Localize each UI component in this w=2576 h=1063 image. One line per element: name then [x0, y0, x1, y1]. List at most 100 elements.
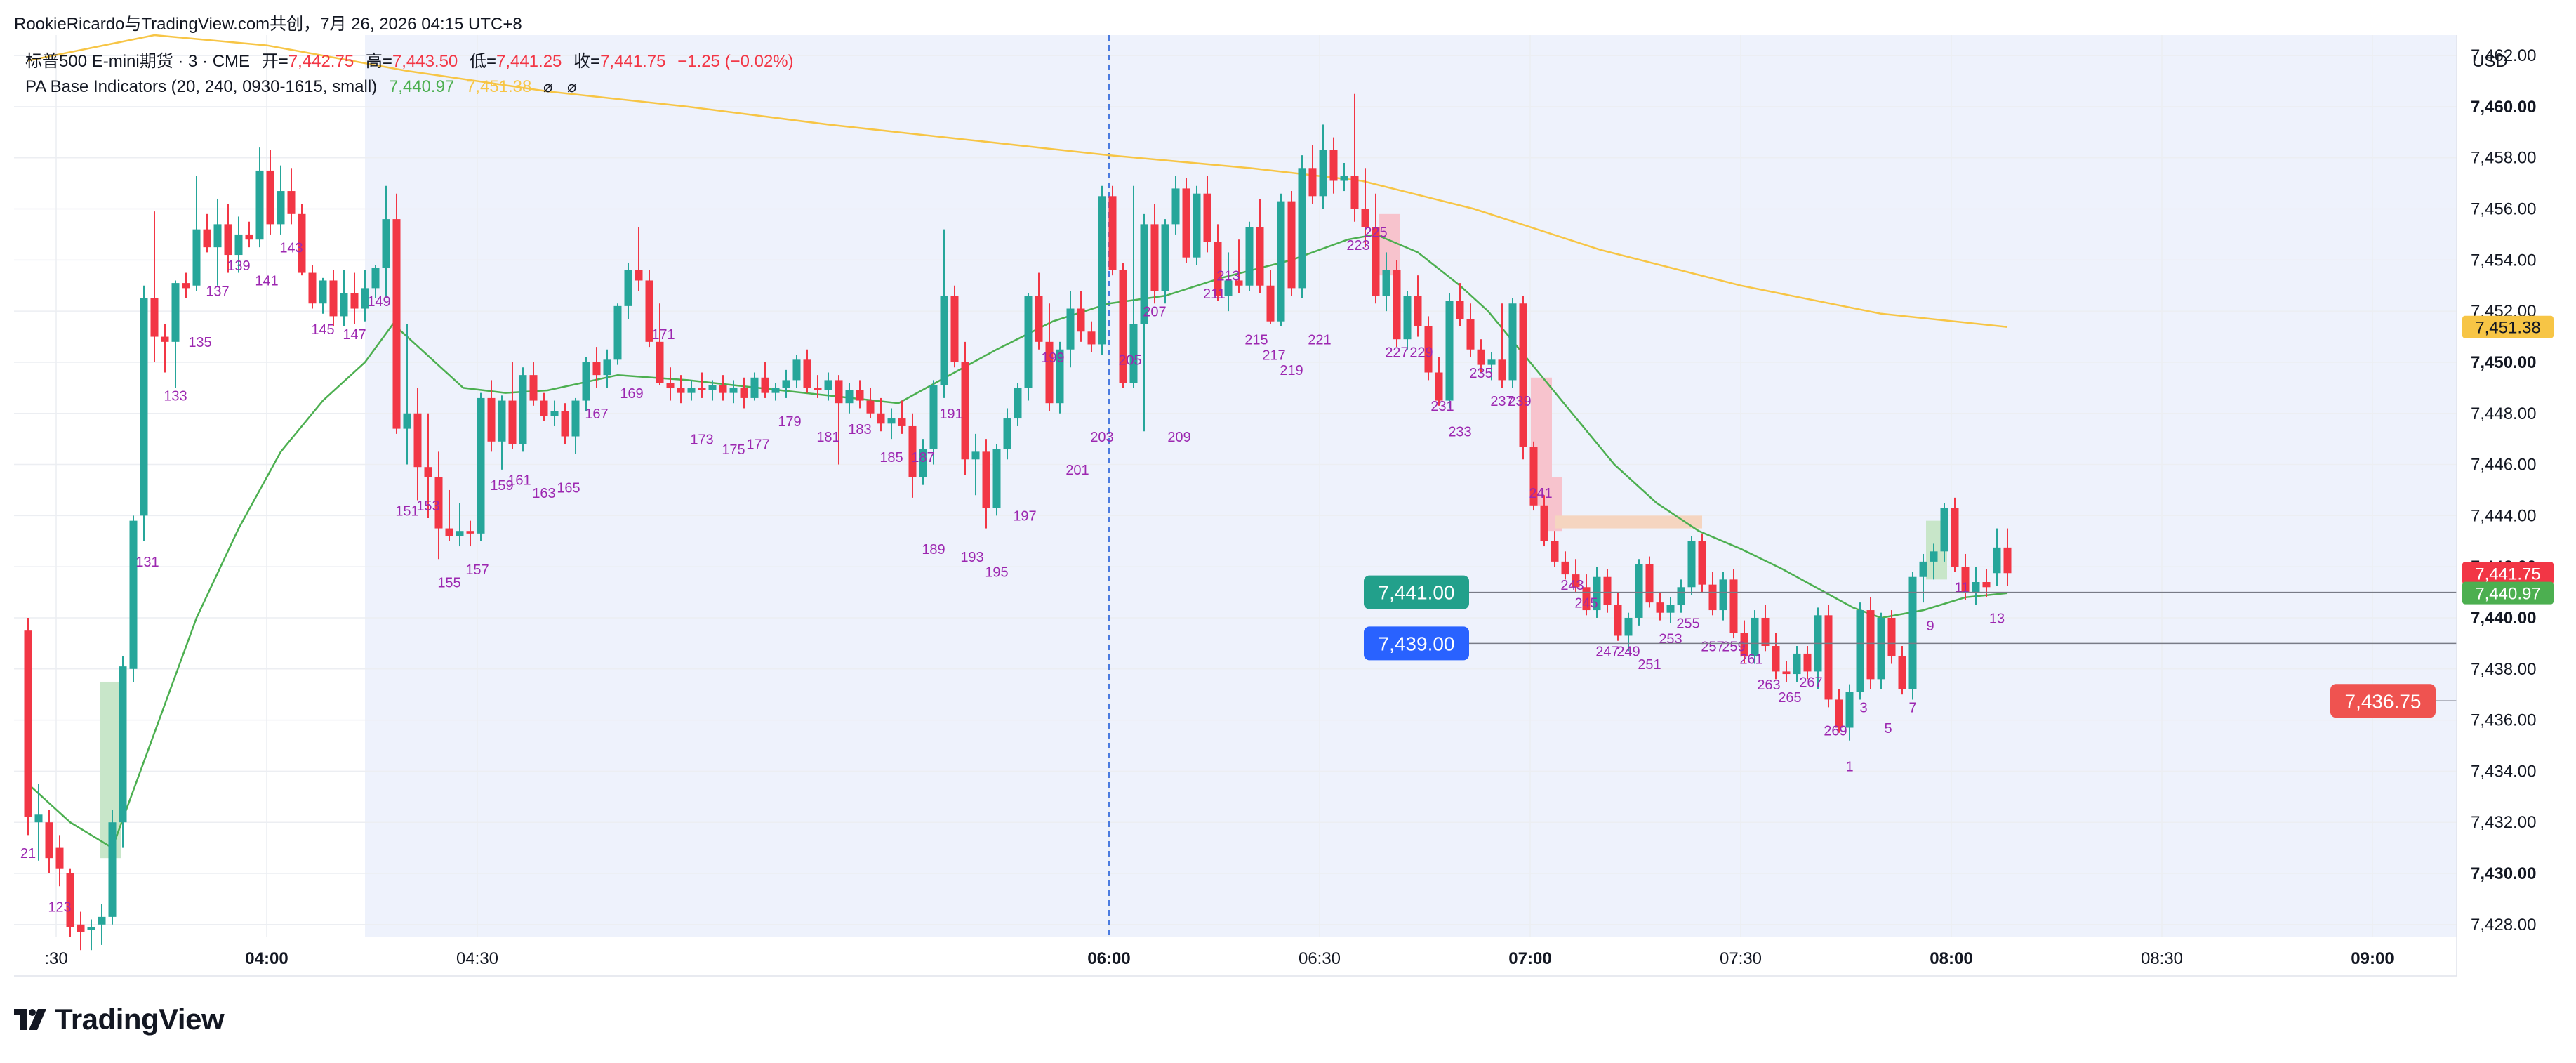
symbol-label[interactable]: 标普500 E-mini期货 · 3 · CME — [25, 52, 251, 71]
candle — [1708, 572, 1717, 616]
candle — [1224, 252, 1233, 312]
candle-body — [1256, 227, 1264, 286]
candle — [613, 303, 622, 365]
candle — [877, 397, 885, 432]
candle — [1340, 163, 1348, 192]
footer: TradingView — [14, 1000, 225, 1039]
candle — [34, 784, 43, 861]
candle — [287, 168, 296, 225]
bar-count-label: 151 — [395, 503, 418, 519]
candle — [1214, 224, 1222, 301]
candle-body — [1782, 671, 1791, 675]
candle-body — [656, 341, 664, 383]
candle-body — [898, 418, 906, 426]
bar-count-label: 171 — [651, 327, 675, 343]
candle-body — [1708, 584, 1717, 611]
candle-body — [1056, 349, 1064, 404]
bar-count-label: 233 — [1448, 425, 1471, 440]
candle-body — [908, 425, 917, 477]
candle-body — [856, 390, 864, 401]
candle-body — [540, 400, 548, 416]
candle-body — [782, 380, 790, 388]
bar-count-label: 223 — [1346, 238, 1369, 253]
candle — [1645, 556, 1654, 608]
candle-body — [1951, 508, 1959, 567]
bar-count-label: 3 — [1859, 701, 1867, 716]
candle — [456, 503, 464, 547]
candle — [1793, 646, 1801, 682]
candle-body — [171, 283, 180, 342]
candle-body — [445, 528, 453, 536]
ohlc-low-value: 7,441.25 — [496, 52, 562, 71]
candle — [119, 656, 127, 848]
candle-body — [1087, 331, 1096, 345]
indicator-slow-value: 7,451.38 — [465, 77, 532, 96]
candle-body — [1098, 196, 1106, 345]
bar-count-label: 175 — [722, 442, 745, 458]
candle-body — [371, 268, 380, 289]
candle-body — [613, 305, 622, 360]
candle — [1182, 178, 1190, 263]
ohlc-close-value: 7,441.75 — [600, 52, 666, 71]
last-price-badge: 7,451.38 — [2462, 315, 2554, 338]
candle-body — [1729, 579, 1738, 633]
candle-body — [1298, 168, 1306, 289]
time-tick-label: 08:00 — [1930, 949, 1972, 968]
candle-body — [919, 449, 927, 477]
bar-count-label: 9 — [1926, 619, 1934, 634]
candle-body — [814, 388, 822, 390]
candle — [1666, 597, 1675, 623]
candle-body — [1666, 605, 1675, 613]
candle — [708, 380, 717, 401]
price-tick-label: 7,438.00 — [2471, 660, 2536, 679]
candle-body — [740, 388, 748, 398]
candle-body — [992, 449, 1001, 508]
candle — [603, 349, 611, 388]
candle-body — [182, 283, 190, 289]
candle-body — [571, 400, 580, 437]
eye-off-icon[interactable]: ⌀ — [543, 78, 553, 95]
candle-body — [1182, 188, 1190, 258]
settings-icon[interactable]: ⌀ — [566, 78, 577, 95]
bar-count-label: 157 — [465, 562, 489, 578]
price-tick-label: 7,460.00 — [2471, 98, 2536, 117]
candle-body — [1319, 150, 1327, 197]
candle — [1972, 567, 1980, 605]
bar-count-label: 243 — [1560, 578, 1584, 593]
indicator-name[interactable]: PA Base Indicators (20, 240, 0930-1615, … — [25, 77, 378, 96]
candle-body — [982, 451, 990, 508]
bar-count-label: 235 — [1469, 366, 1492, 381]
candle — [1414, 275, 1422, 337]
candle — [1803, 646, 1812, 680]
candle-body — [1740, 633, 1748, 656]
candle — [1551, 531, 1559, 567]
candle-body — [1603, 576, 1612, 605]
candle-body — [1329, 150, 1338, 181]
candle — [45, 809, 53, 873]
bar-count-label: 209 — [1167, 430, 1190, 445]
candle — [719, 375, 727, 401]
bar-count-label: 241 — [1529, 486, 1552, 501]
candle-body — [1235, 280, 1243, 286]
candle-body — [950, 296, 959, 362]
candle-body — [1382, 270, 1390, 296]
price-tick-label: 7,440.00 — [2471, 609, 2536, 628]
candle-body — [329, 280, 338, 317]
candle-body — [929, 385, 938, 449]
bar-count-label: 219 — [1280, 363, 1303, 378]
bar-count-label: 185 — [879, 450, 903, 466]
candle-body — [1593, 576, 1601, 611]
bar-count-label: 189 — [922, 542, 945, 557]
candle — [1066, 291, 1075, 368]
bar-count-label: 257 — [1701, 639, 1724, 654]
candle-body — [1424, 326, 1433, 373]
candle — [1582, 574, 1591, 616]
candle — [1477, 339, 1485, 373]
tradingview-brand[interactable]: TradingView — [55, 1003, 225, 1036]
candle — [1045, 303, 1054, 411]
candle-body — [698, 388, 706, 390]
candle — [1782, 661, 1791, 682]
candle-body — [2003, 547, 2012, 574]
candle-body — [1572, 574, 1580, 588]
